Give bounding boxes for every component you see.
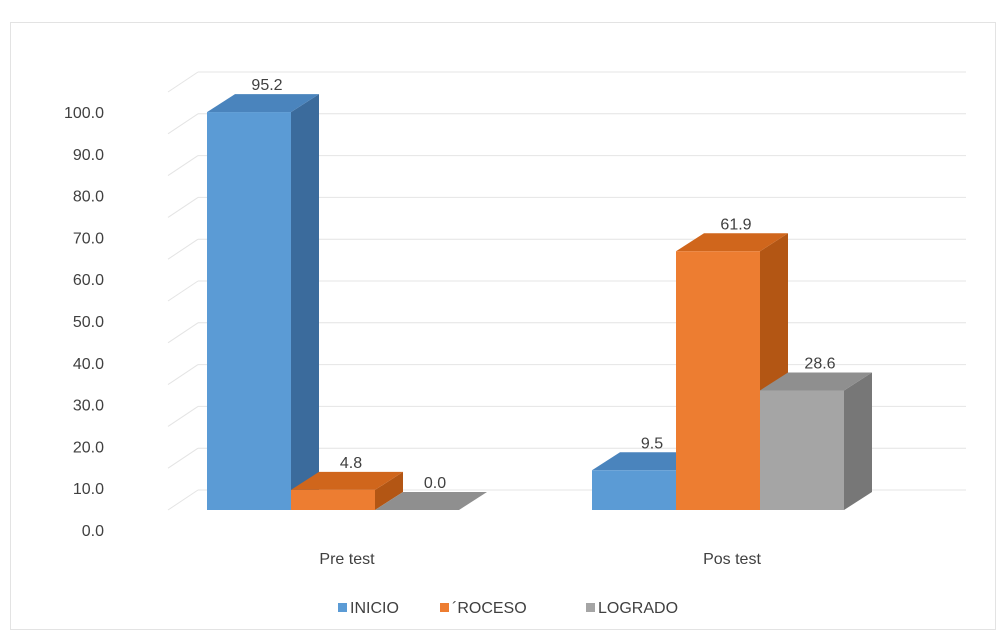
y-tick-label: 80.0 bbox=[73, 189, 104, 206]
data-label: 28.6 bbox=[804, 355, 835, 372]
bar-top bbox=[291, 471, 403, 490]
chart-frame bbox=[10, 22, 996, 630]
x-category-label: Pre test bbox=[319, 551, 375, 568]
y-axis-ticks: 0.0 10.0 20.0 30.0 40.0 50.0 60.0 70.0 80.0 90.0 1… bbox=[64, 105, 104, 540]
gridline-diagonal bbox=[167, 405, 199, 427]
legend-swatch bbox=[338, 603, 347, 612]
legend: INICIO ´ROCESO LOGRADO bbox=[338, 600, 678, 617]
y-tick-label: 0.0 bbox=[82, 523, 104, 540]
y-tick-label: 50.0 bbox=[73, 314, 104, 331]
y-tick-label: 60.0 bbox=[73, 272, 104, 289]
gridline-diagonal bbox=[167, 196, 199, 218]
gridline-diagonal bbox=[167, 322, 199, 344]
legend-item: ´ROCESO bbox=[440, 600, 527, 617]
y-tick-label: 90.0 bbox=[73, 147, 104, 164]
bar-top bbox=[760, 372, 872, 391]
gridline-diagonal bbox=[167, 155, 199, 177]
y-tick-label: 10.0 bbox=[73, 481, 104, 498]
bar bbox=[676, 233, 788, 510]
data-label: 0.0 bbox=[424, 475, 446, 492]
data-label: 9.5 bbox=[641, 435, 663, 452]
data-label: 95.2 bbox=[251, 77, 282, 94]
bar-side bbox=[375, 471, 403, 510]
bar-side bbox=[291, 94, 319, 511]
gridline-diagonal bbox=[167, 489, 199, 511]
legend-item: INICIO bbox=[338, 600, 399, 617]
bar-front bbox=[592, 470, 676, 510]
legend-label: ´ROCESO bbox=[452, 600, 527, 617]
bar bbox=[375, 492, 487, 510]
bar bbox=[291, 471, 403, 510]
gridline-diagonal bbox=[167, 280, 199, 302]
legend-label: INICIO bbox=[350, 600, 399, 617]
bar-front bbox=[676, 251, 760, 510]
bar-side bbox=[844, 372, 872, 510]
bar-top bbox=[207, 94, 319, 113]
x-category-label: Pos test bbox=[703, 551, 761, 568]
y-tick-label: 30.0 bbox=[73, 398, 104, 415]
gridline-diagonal bbox=[167, 113, 199, 135]
data-labels: 95.2 4.8 0.0 9.5 61.9 28.6 bbox=[251, 77, 835, 492]
bar bbox=[207, 94, 319, 511]
bar-top bbox=[375, 492, 487, 510]
gridline-diagonal bbox=[167, 71, 199, 93]
data-label: 4.8 bbox=[340, 455, 362, 472]
legend-label: LOGRADO bbox=[598, 600, 678, 617]
bar-top bbox=[676, 233, 788, 252]
bar-front bbox=[207, 112, 291, 511]
gridline-diagonal bbox=[167, 447, 199, 469]
legend-swatch bbox=[440, 603, 449, 612]
gridline-diagonal bbox=[167, 238, 199, 260]
bar bbox=[760, 372, 872, 510]
gridline-diagonal bbox=[167, 364, 199, 386]
legend-item: LOGRADO bbox=[586, 600, 678, 617]
y-tick-label: 40.0 bbox=[73, 356, 104, 373]
legend-swatch bbox=[586, 603, 595, 612]
bar-front bbox=[291, 489, 375, 510]
data-label: 61.9 bbox=[720, 216, 751, 233]
bar-front bbox=[760, 390, 844, 510]
x-axis-categories: Pre test Pos test bbox=[319, 551, 761, 568]
y-tick-label: 20.0 bbox=[73, 439, 104, 456]
bars bbox=[207, 94, 872, 511]
y-tick-label: 100.0 bbox=[64, 105, 104, 122]
y-tick-label: 70.0 bbox=[73, 230, 104, 247]
